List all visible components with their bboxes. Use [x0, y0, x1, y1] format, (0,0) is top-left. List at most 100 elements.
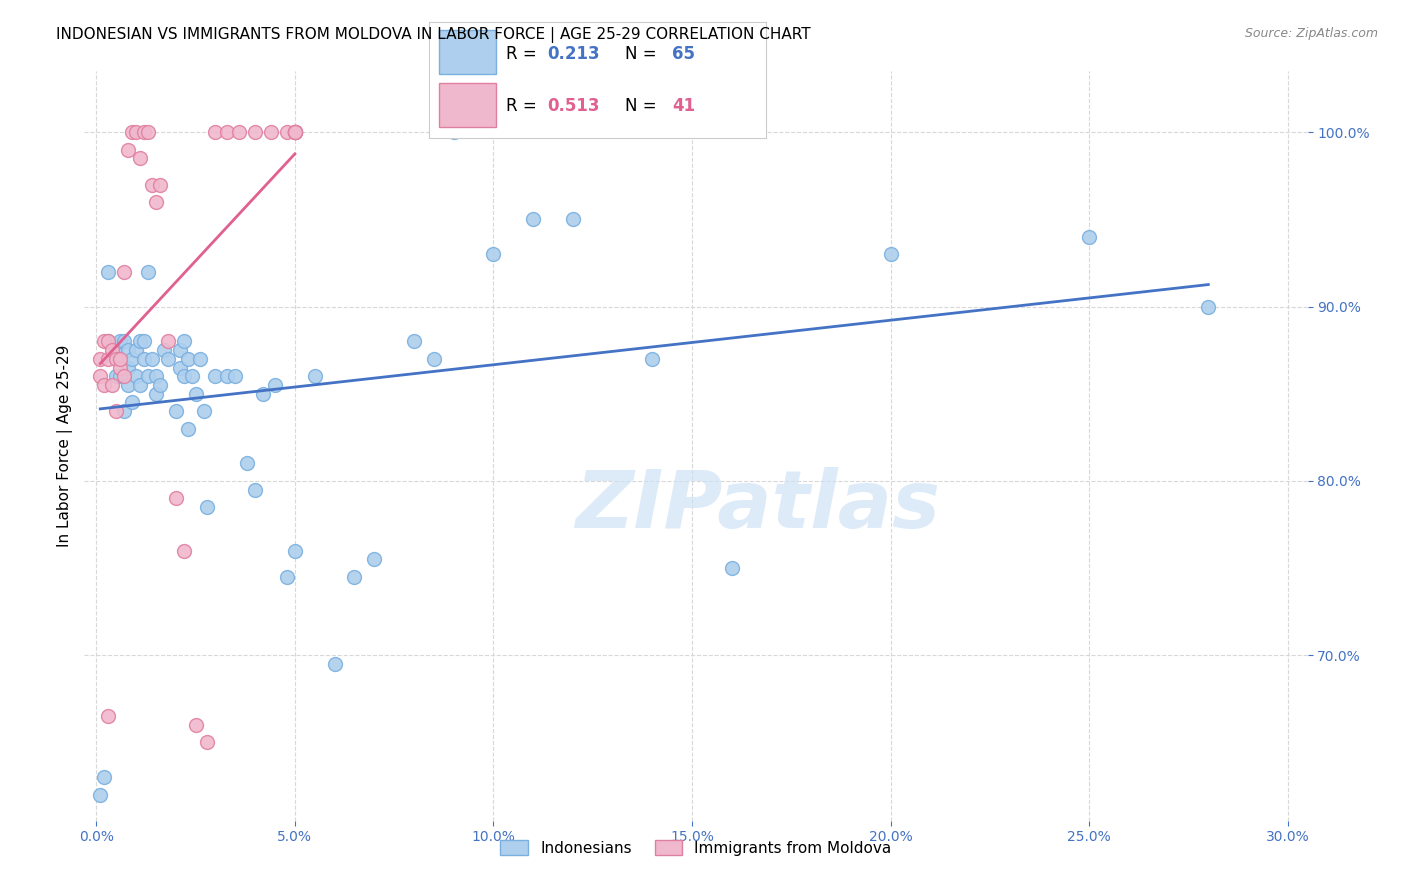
- Y-axis label: In Labor Force | Age 25-29: In Labor Force | Age 25-29: [58, 345, 73, 547]
- Point: [304, 369, 326, 384]
- Point: [173, 369, 195, 384]
- Point: [204, 369, 226, 384]
- Point: [363, 552, 385, 566]
- Text: 65: 65: [672, 45, 695, 62]
- Point: [184, 386, 207, 401]
- Point: [236, 457, 259, 471]
- Point: [97, 334, 120, 349]
- Point: [112, 265, 135, 279]
- Point: [117, 378, 139, 392]
- Point: [105, 351, 128, 366]
- Point: [117, 360, 139, 375]
- Text: N =: N =: [624, 97, 661, 115]
- Point: [184, 718, 207, 732]
- Point: [284, 125, 307, 139]
- Point: [284, 125, 307, 139]
- Point: [284, 125, 307, 139]
- Point: [193, 404, 215, 418]
- Point: [149, 178, 172, 192]
- Text: 0.513: 0.513: [547, 97, 599, 115]
- Point: [132, 351, 155, 366]
- Point: [402, 334, 425, 349]
- Point: [173, 334, 195, 349]
- Point: [108, 360, 131, 375]
- Point: [284, 543, 307, 558]
- Point: [145, 195, 167, 210]
- Point: [204, 125, 226, 139]
- Point: [121, 351, 143, 366]
- Point: [136, 265, 159, 279]
- Point: [522, 212, 544, 227]
- Point: [173, 543, 195, 558]
- Point: [117, 143, 139, 157]
- Point: [217, 125, 239, 139]
- Text: R =: R =: [506, 45, 543, 62]
- Point: [217, 369, 239, 384]
- Point: [561, 212, 583, 227]
- Point: [224, 369, 246, 384]
- Point: [343, 570, 366, 584]
- Point: [176, 351, 198, 366]
- Point: [264, 378, 287, 392]
- Text: ZIPatlas: ZIPatlas: [575, 467, 939, 545]
- Point: [117, 343, 139, 358]
- Point: [156, 351, 179, 366]
- Point: [423, 351, 446, 366]
- Point: [108, 369, 131, 384]
- Legend: Indonesians, Immigrants from Moldova: Indonesians, Immigrants from Moldova: [495, 833, 897, 862]
- Point: [145, 369, 167, 384]
- Bar: [439, 83, 496, 127]
- Point: [243, 483, 266, 497]
- Point: [276, 125, 298, 139]
- Point: [97, 709, 120, 723]
- Text: INDONESIAN VS IMMIGRANTS FROM MOLDOVA IN LABOR FORCE | AGE 25-29 CORRELATION CHA: INDONESIAN VS IMMIGRANTS FROM MOLDOVA IN…: [56, 27, 811, 43]
- Point: [243, 125, 266, 139]
- Point: [720, 561, 742, 575]
- Point: [105, 343, 128, 358]
- Point: [197, 500, 219, 514]
- Point: [284, 125, 307, 139]
- Point: [89, 351, 111, 366]
- Point: [105, 404, 128, 418]
- Point: [169, 360, 191, 375]
- Point: [284, 125, 307, 139]
- Point: [260, 125, 283, 139]
- Bar: [439, 30, 496, 75]
- Text: R =: R =: [506, 97, 543, 115]
- Point: [176, 421, 198, 435]
- Point: [89, 788, 111, 802]
- Point: [112, 404, 135, 418]
- Point: [284, 125, 307, 139]
- Point: [125, 125, 148, 139]
- Point: [105, 369, 128, 384]
- Point: [252, 386, 274, 401]
- Text: 0.213: 0.213: [547, 45, 599, 62]
- Point: [93, 334, 115, 349]
- Point: [156, 334, 179, 349]
- Point: [141, 351, 163, 366]
- Text: N =: N =: [624, 45, 661, 62]
- Point: [136, 125, 159, 139]
- Text: Source: ZipAtlas.com: Source: ZipAtlas.com: [1244, 27, 1378, 40]
- Point: [165, 491, 187, 506]
- Point: [169, 343, 191, 358]
- Point: [443, 125, 465, 139]
- Point: [641, 351, 664, 366]
- Point: [165, 404, 187, 418]
- Point: [136, 369, 159, 384]
- Point: [129, 334, 152, 349]
- Point: [141, 178, 163, 192]
- Point: [132, 125, 155, 139]
- Point: [125, 343, 148, 358]
- Point: [152, 343, 174, 358]
- Point: [97, 334, 120, 349]
- Point: [323, 657, 346, 671]
- Point: [112, 369, 135, 384]
- Point: [125, 369, 148, 384]
- Point: [108, 334, 131, 349]
- Point: [149, 378, 172, 392]
- Point: [101, 378, 124, 392]
- Point: [97, 351, 120, 366]
- Point: [188, 351, 211, 366]
- Point: [129, 378, 152, 392]
